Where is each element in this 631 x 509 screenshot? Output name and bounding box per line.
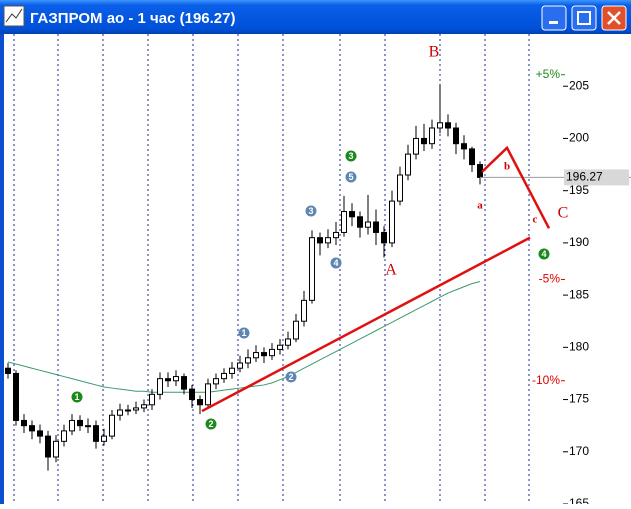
- candle-body: [118, 410, 123, 415]
- last-price-label: 196.27: [566, 170, 603, 184]
- candle-body: [214, 379, 219, 384]
- candle-body: [302, 300, 307, 321]
- candle-body: [278, 345, 283, 349]
- candle-body: [22, 420, 27, 425]
- candle-body: [390, 201, 395, 243]
- y-tick-label: 180: [569, 340, 589, 354]
- y-tick-label: 185: [569, 287, 589, 301]
- wave-letter: B: [429, 44, 440, 61]
- candle-body: [70, 420, 75, 430]
- candle-body: [46, 436, 51, 457]
- candle-body: [230, 368, 235, 373]
- y-tick-label: 205: [569, 78, 589, 92]
- percent-level-label: -10%: [532, 373, 560, 387]
- percent-level-label: +5%: [536, 67, 561, 81]
- minimize-glyph: [549, 21, 558, 24]
- candle-body: [110, 415, 115, 436]
- wave-count: 1: [74, 392, 79, 402]
- candle-body: [254, 353, 259, 358]
- candle-body: [270, 349, 275, 355]
- wave-count: 1: [241, 328, 246, 338]
- candle-body: [78, 420, 83, 425]
- candle-body: [198, 400, 203, 405]
- candle-body: [350, 212, 355, 217]
- candle-body: [358, 217, 363, 227]
- wave-count: 2: [208, 419, 213, 429]
- maximize-button[interactable]: [572, 6, 596, 30]
- wave-letter: b: [504, 161, 510, 173]
- candle-body: [62, 431, 67, 441]
- candle-body: [86, 426, 91, 427]
- candle-body: [414, 138, 419, 154]
- candle-body: [470, 149, 475, 165]
- candle-body: [6, 368, 11, 373]
- candle-body: [422, 138, 427, 143]
- candle-body: [406, 154, 411, 175]
- wave-count: 3: [348, 151, 353, 161]
- wave-letter: c: [533, 214, 538, 226]
- candle-body: [238, 363, 243, 368]
- candle-body: [134, 408, 139, 410]
- candle-body: [222, 373, 227, 378]
- candle-body: [454, 128, 459, 144]
- wave-count: 4: [541, 249, 546, 259]
- candle-body: [366, 222, 371, 227]
- candle-body: [438, 123, 443, 128]
- candle-body: [206, 384, 211, 405]
- candle-body: [54, 441, 59, 457]
- window-title: ГАЗПРОМ ао - 1 час (196.27): [30, 10, 235, 27]
- candle-body: [182, 377, 187, 390]
- y-tick-label: 190: [569, 235, 589, 249]
- candle-body: [286, 339, 291, 345]
- candle-body: [262, 353, 267, 356]
- wave-count: 4: [333, 258, 338, 268]
- candle-body: [14, 373, 19, 420]
- candle-body: [310, 238, 315, 301]
- wave-letter: a: [477, 200, 483, 212]
- candle-body: [126, 410, 131, 411]
- candle-body: [326, 238, 331, 243]
- candle-body: [318, 238, 323, 243]
- candle-body: [334, 232, 339, 237]
- minimize-button[interactable]: [542, 6, 566, 30]
- y-tick-label: 170: [569, 444, 589, 458]
- wave-letter: C: [558, 205, 569, 222]
- candle-body: [374, 222, 379, 232]
- candle-body: [158, 379, 163, 395]
- candle-body: [94, 426, 99, 442]
- candle-body: [342, 212, 347, 233]
- wave-count: 3: [308, 206, 313, 216]
- candle-body: [382, 232, 387, 242]
- candle-body: [38, 431, 43, 436]
- candle-body: [462, 144, 467, 149]
- candle-body: [446, 123, 451, 128]
- candle-body: [398, 175, 403, 201]
- candle-body: [190, 389, 195, 399]
- wave-count: 2: [288, 372, 293, 382]
- candle-body: [142, 405, 147, 408]
- wave-count: 5: [348, 172, 353, 182]
- y-tick-label: 165: [569, 496, 589, 504]
- candle-body: [246, 358, 251, 363]
- candle-body: [102, 436, 107, 441]
- y-tick-label: 175: [569, 392, 589, 406]
- candle-body: [166, 379, 171, 381]
- candle-body: [174, 377, 179, 381]
- candle-body: [430, 128, 435, 144]
- percent-level-label: -5%: [539, 272, 561, 286]
- candle-body: [30, 426, 35, 431]
- y-tick-label: 200: [569, 131, 589, 145]
- candle-body: [294, 321, 299, 339]
- wave-letter: A: [385, 262, 397, 279]
- candle-body: [150, 394, 155, 404]
